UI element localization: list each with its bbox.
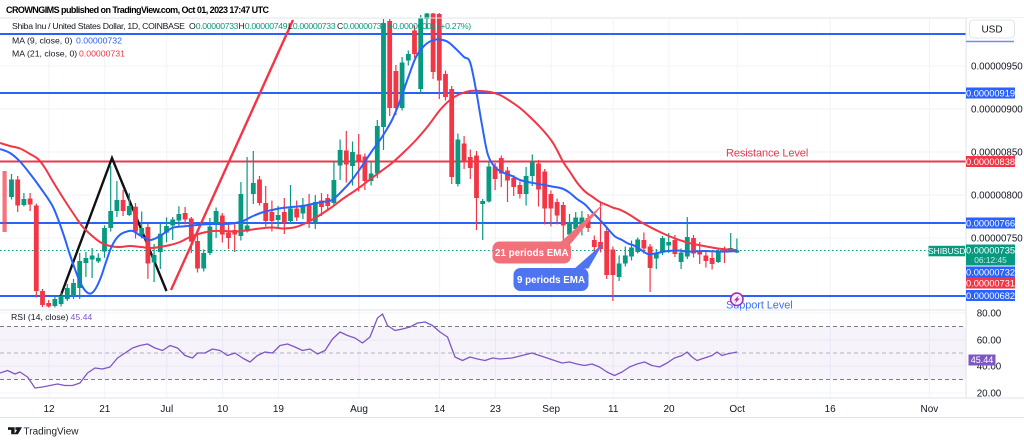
svg-text:0.00000682: 0.00000682: [966, 291, 1015, 301]
svg-text:21: 21: [99, 404, 111, 415]
svg-text:19: 19: [273, 404, 285, 415]
svg-text:16: 16: [825, 404, 837, 415]
svg-text:CROWNGIMS published on Trading: CROWNGIMS published on TradingView.com, …: [6, 5, 270, 15]
svg-text:0.00000950: 0.00000950: [971, 62, 1023, 73]
svg-text:Jul: Jul: [160, 404, 173, 415]
svg-text:45.44: 45.44: [971, 355, 994, 365]
svg-text:Shiba Inu / United States Doll: Shiba Inu / United States Dollar, 1D, CO…: [12, 21, 471, 31]
svg-text:23: 23: [490, 404, 502, 415]
svg-text:21 periods EMA: 21 periods EMA: [495, 248, 569, 259]
svg-text:80.00: 80.00: [977, 309, 1002, 320]
svg-text:0.00000731: 0.00000731: [966, 279, 1015, 289]
svg-text:14: 14: [434, 404, 446, 415]
svg-text:60.00: 60.00: [977, 336, 1002, 347]
svg-text:9 periods EMA: 9 periods EMA: [517, 275, 585, 286]
svg-text:0.00000850: 0.00000850: [971, 148, 1023, 159]
svg-text:20.00: 20.00: [977, 389, 1002, 400]
svg-text:0.00000732: 0.00000732: [966, 268, 1015, 278]
svg-text:0.00000766: 0.00000766: [966, 219, 1015, 229]
svg-text:TradingView: TradingView: [24, 427, 80, 438]
svg-text:12: 12: [43, 404, 55, 415]
svg-text:Aug: Aug: [350, 404, 368, 415]
svg-text:Oct: Oct: [729, 404, 745, 415]
svg-text:06:12:45: 06:12:45: [974, 255, 1007, 265]
svg-text:40.00: 40.00: [977, 362, 1002, 373]
svg-text:11: 11: [608, 404, 619, 415]
svg-text:Nov: Nov: [921, 404, 939, 415]
svg-text:RSI (14, close)45.44: RSI (14, close) 45.44: [11, 312, 92, 322]
svg-text:MA (9, close, 0)0.00000732: MA (9, close, 0) 0.00000732: [12, 36, 122, 46]
svg-text:0.00000919: 0.00000919: [966, 89, 1015, 99]
svg-text:0.00000750: 0.00000750: [971, 234, 1023, 245]
svg-text:20: 20: [663, 404, 675, 415]
svg-text:Sep: Sep: [542, 404, 560, 415]
svg-text:0.00000735: 0.00000735: [966, 246, 1015, 256]
svg-text:SHIBUSD: SHIBUSD: [928, 246, 965, 256]
svg-text:0.00000800: 0.00000800: [971, 191, 1023, 202]
svg-text:0.00000838: 0.00000838: [966, 157, 1015, 167]
svg-text:MA (21, close, 0)0.00000731: MA (21, close, 0) 0.00000731: [12, 49, 125, 59]
svg-text:USD: USD: [981, 25, 1002, 36]
svg-text:Resistance Level: Resistance Level: [726, 148, 808, 160]
svg-text:10: 10: [217, 404, 229, 415]
svg-text:0.00000900: 0.00000900: [971, 105, 1023, 116]
